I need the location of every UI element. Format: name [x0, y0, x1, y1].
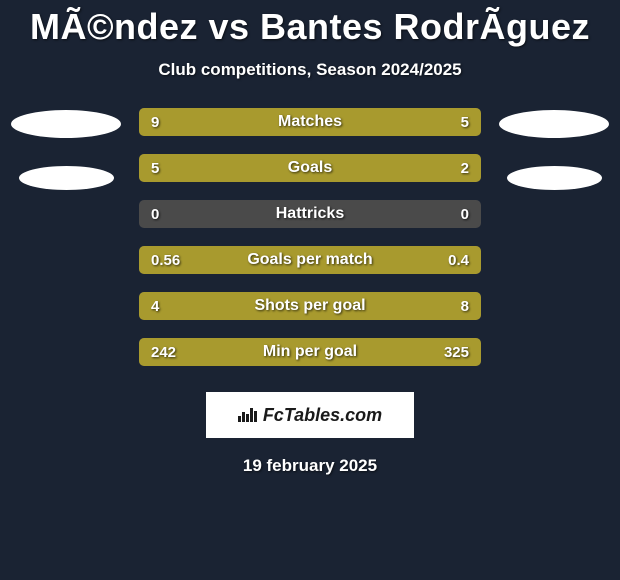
page-title: MÃ©ndez vs Bantes RodrÃ­guez — [0, 6, 620, 48]
stat-bar: Shots per goal48 — [139, 292, 481, 320]
stat-bar-right-fill — [337, 246, 481, 274]
left-player-col — [11, 108, 121, 190]
stat-value-right: 0 — [461, 200, 469, 228]
bar-chart-icon — [238, 408, 257, 422]
stat-bar-right-fill — [252, 292, 481, 320]
stat-bar-right-fill — [382, 154, 481, 182]
logo-text: FcTables.com — [238, 405, 382, 426]
stat-value-left: 0 — [151, 200, 159, 228]
stat-bar: Min per goal242325 — [139, 338, 481, 366]
left-player-photo-placeholder — [11, 110, 121, 138]
stat-bar-left-fill — [139, 338, 286, 366]
stat-label: Hattricks — [139, 200, 481, 228]
stat-bar: Matches95 — [139, 108, 481, 136]
logo-label: FcTables.com — [263, 405, 382, 426]
right-player-photo-placeholder — [499, 110, 609, 138]
right-player-col — [499, 108, 609, 190]
left-player-club-placeholder — [19, 166, 114, 190]
stat-bar-left-fill — [139, 154, 382, 182]
stat-bar: Goals52 — [139, 154, 481, 182]
stat-bar-left-fill — [139, 292, 252, 320]
stat-bar-left-fill — [139, 246, 337, 274]
date-text: 19 february 2025 — [0, 456, 620, 476]
stat-bar: Goals per match0.560.4 — [139, 246, 481, 274]
branding-logo: FcTables.com — [206, 392, 414, 438]
subtitle: Club competitions, Season 2024/2025 — [0, 60, 620, 80]
right-player-club-placeholder — [507, 166, 602, 190]
stat-bar-left-fill — [139, 108, 358, 136]
stat-bar: Hattricks0 0 — [139, 200, 481, 228]
stat-bar-right-fill — [286, 338, 481, 366]
stat-bars: Matches95 Goals52 Hattricks0 0 Goals per mat… — [139, 108, 481, 366]
stat-bar-right-fill — [358, 108, 481, 136]
comparison-infographic: MÃ©ndez vs Bantes RodrÃ­guez Club compet… — [0, 0, 620, 476]
main-layout: Matches95 Goals52 Hattricks0 0 Goals per mat… — [0, 108, 620, 366]
